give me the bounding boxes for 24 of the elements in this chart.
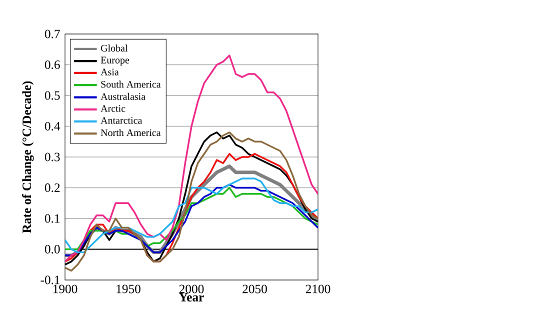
- x-tick-label: 2050: [242, 284, 267, 294]
- legend-label: South America: [101, 80, 161, 88]
- y-tick-label: 0.6: [44, 60, 60, 70]
- y-tick-label: 0.7: [44, 30, 60, 38]
- legend-label: Antarctica: [100, 117, 142, 124]
- legend-label: Australasia: [100, 92, 146, 100]
- y-tick-label: 0.0: [44, 244, 60, 254]
- y-tick-label: 0.3: [44, 152, 60, 162]
- y-tick-label: 0.1: [44, 214, 60, 223]
- x-tick-label: 1900: [53, 284, 78, 294]
- x-tick-label: 1950: [116, 284, 140, 294]
- legend-label: Europe: [100, 56, 130, 66]
- x-axis-title: Year: [179, 293, 204, 302]
- legend-label: North America: [100, 129, 161, 136]
- x-tick-label: 2000: [179, 284, 204, 294]
- y-tick-label: 0.5: [44, 91, 60, 100]
- legend-label: Global: [100, 44, 128, 52]
- y-tick-label: 0.2: [44, 183, 60, 192]
- y-axis-title: Rate of Change (°C/Decade): [22, 81, 34, 234]
- y-tick-label: -0.1: [40, 276, 60, 284]
- legend-label: Arctic: [100, 105, 126, 112]
- legend-label: Asia: [100, 68, 119, 76]
- y-tick-label: 0.4: [44, 122, 60, 131]
- x-tick-label: 2100: [306, 284, 330, 294]
